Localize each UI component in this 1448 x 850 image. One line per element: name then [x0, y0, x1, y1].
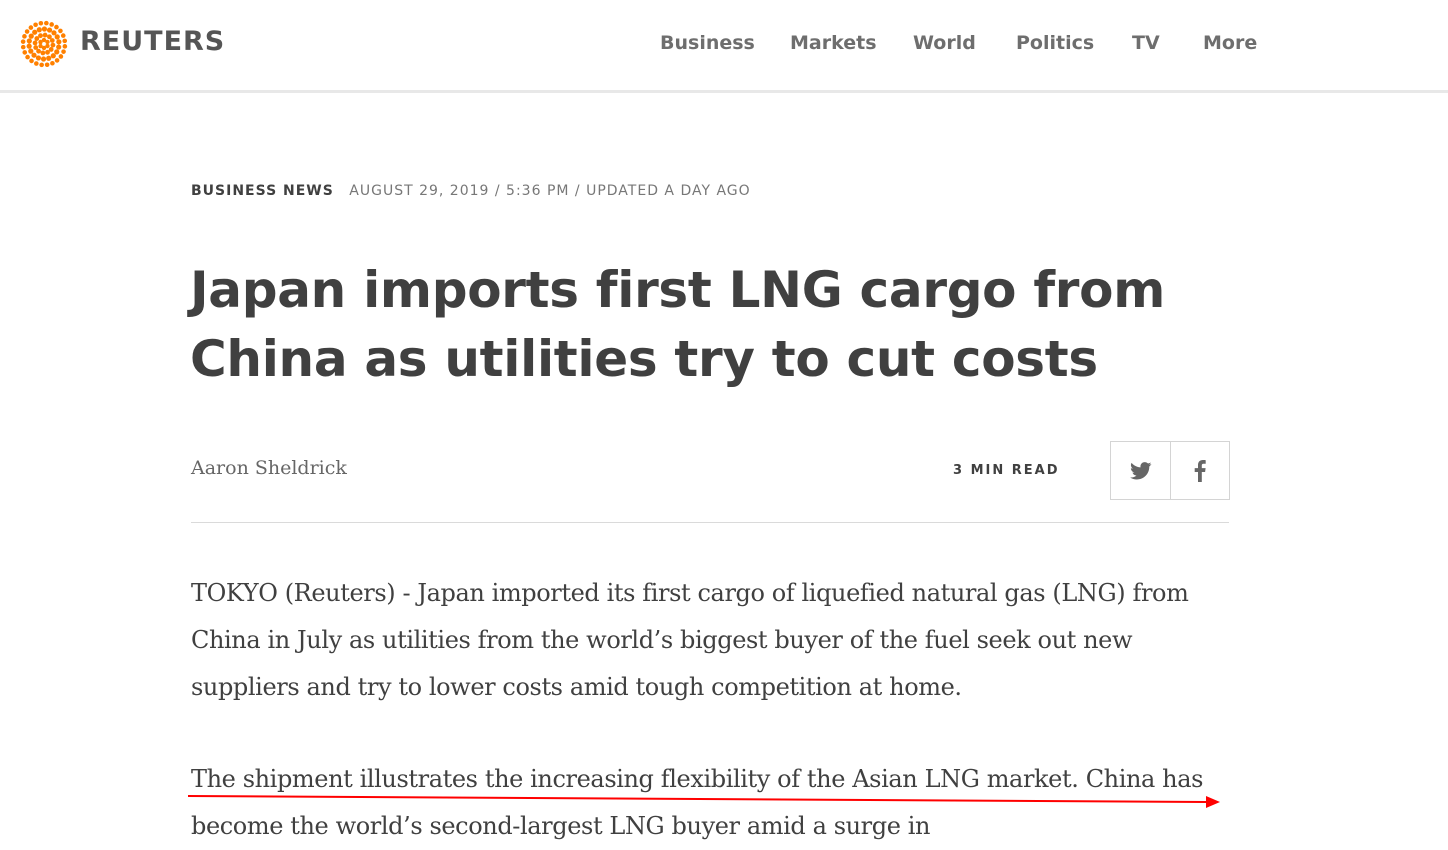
- logo-dot: [41, 37, 47, 43]
- logo-dot: [22, 50, 28, 55]
- site-header: REUTERS Business Markets World Politics …: [0, 0, 1448, 93]
- nav-item-markets[interactable]: Markets: [790, 32, 877, 54]
- logo-dot: [33, 22, 38, 28]
- article-headline: Japan imports first LNG cargo from China…: [190, 261, 1166, 388]
- twitter-icon: [1129, 461, 1151, 479]
- logo-dot: [62, 44, 68, 49]
- logo-dot: [39, 62, 44, 68]
- section-label[interactable]: BUSINESS NEWS: [191, 183, 334, 199]
- logo-dot: [41, 26, 48, 32]
- logo-dot: [56, 44, 62, 50]
- logo-dot: [41, 45, 47, 51]
- logo-dot: [54, 24, 59, 30]
- logo-dot: [50, 60, 55, 66]
- share-twitter-button[interactable]: [1111, 442, 1170, 499]
- logo-dot: [33, 45, 39, 50]
- reuters-logo-icon[interactable]: [18, 20, 70, 68]
- article-paragraph-2: The shipment illustrates the increasing …: [191, 765, 1204, 840]
- logo-dot: [49, 38, 55, 43]
- facebook-icon: [1194, 459, 1206, 482]
- article-paragraph-1: TOKYO (Reuters) - Japan imported its fir…: [191, 579, 1189, 701]
- logo-dot: [50, 53, 56, 59]
- logo-dot: [28, 48, 34, 54]
- logo-dot: [54, 34, 60, 40]
- annotation-line: [187, 795, 1207, 803]
- logo-dot: [20, 44, 26, 50]
- logo-dot: [62, 38, 68, 44]
- logo-dot: [56, 39, 62, 45]
- logo-dot: [34, 36, 40, 41]
- logo-dot: [60, 33, 66, 38]
- logo-dot: [25, 54, 30, 60]
- nav-item-more[interactable]: More: [1203, 32, 1258, 54]
- logo-dot: [50, 42, 56, 48]
- logo-dot: [28, 33, 34, 39]
- logo-dot: [36, 27, 42, 33]
- logo-dot: [26, 38, 32, 44]
- read-time: 3 MIN READ: [953, 463, 1060, 478]
- logo-dot: [44, 20, 49, 26]
- author-byline[interactable]: Aaron Sheldrick: [191, 457, 347, 479]
- logo-dot: [54, 49, 60, 55]
- logo-dot: [22, 34, 27, 39]
- logo-dot: [46, 55, 52, 61]
- logo-dot: [51, 30, 57, 36]
- logo-dot: [58, 28, 63, 34]
- logo-dot: [61, 49, 66, 54]
- red-underline-arrow-annotation: [187, 795, 1220, 808]
- logo-dot: [54, 58, 60, 63]
- logo-dot: [32, 40, 38, 46]
- logo-dot: [38, 43, 43, 49]
- logo-dot: [28, 25, 34, 30]
- nav-item-politics[interactable]: Politics: [1016, 32, 1095, 54]
- logo-dot: [35, 55, 42, 61]
- article-meta: BUSINESS NEWS AUGUST 29, 2019 / 5:36 PM …: [191, 183, 751, 199]
- logo-dot: [36, 48, 41, 54]
- logo-dot: [38, 20, 44, 26]
- logo-dot: [47, 34, 52, 40]
- logo-dot: [40, 56, 47, 62]
- logo-dot: [29, 58, 34, 64]
- share-buttons: [1110, 441, 1230, 500]
- logo-dot: [44, 62, 50, 68]
- main-nav: Business Markets World Politics TV More: [0, 32, 1448, 62]
- nav-item-world[interactable]: World: [913, 32, 976, 54]
- logo-dot: [58, 54, 64, 59]
- logo-dot: [45, 43, 50, 49]
- logo-dot: [31, 52, 37, 58]
- logo-dot: [46, 27, 53, 33]
- nav-item-tv[interactable]: TV: [1132, 32, 1160, 54]
- annotation-arrowhead: [1206, 796, 1220, 808]
- nav-item-business[interactable]: Business: [660, 32, 755, 54]
- share-facebook-button[interactable]: [1170, 442, 1229, 499]
- article-timestamp: AUGUST 29, 2019 / 5:36 PM / UPDATED A DA…: [349, 183, 751, 199]
- logo-dot: [42, 32, 48, 38]
- logo-dot: [45, 49, 50, 55]
- logo-dot: [38, 33, 43, 39]
- logo-dot: [26, 43, 32, 49]
- logo-dot: [40, 50, 46, 56]
- logo-dot: [48, 47, 54, 52]
- byline-divider: [191, 522, 1229, 523]
- logo-dot: [49, 22, 54, 27]
- brand-name[interactable]: REUTERS: [80, 26, 226, 57]
- logo-dot: [32, 29, 38, 35]
- logo-dot: [34, 61, 39, 66]
- logo-dot: [20, 39, 26, 44]
- logo-dot: [24, 29, 30, 34]
- logo-dot: [38, 39, 43, 45]
- logo-dot: [45, 39, 50, 45]
